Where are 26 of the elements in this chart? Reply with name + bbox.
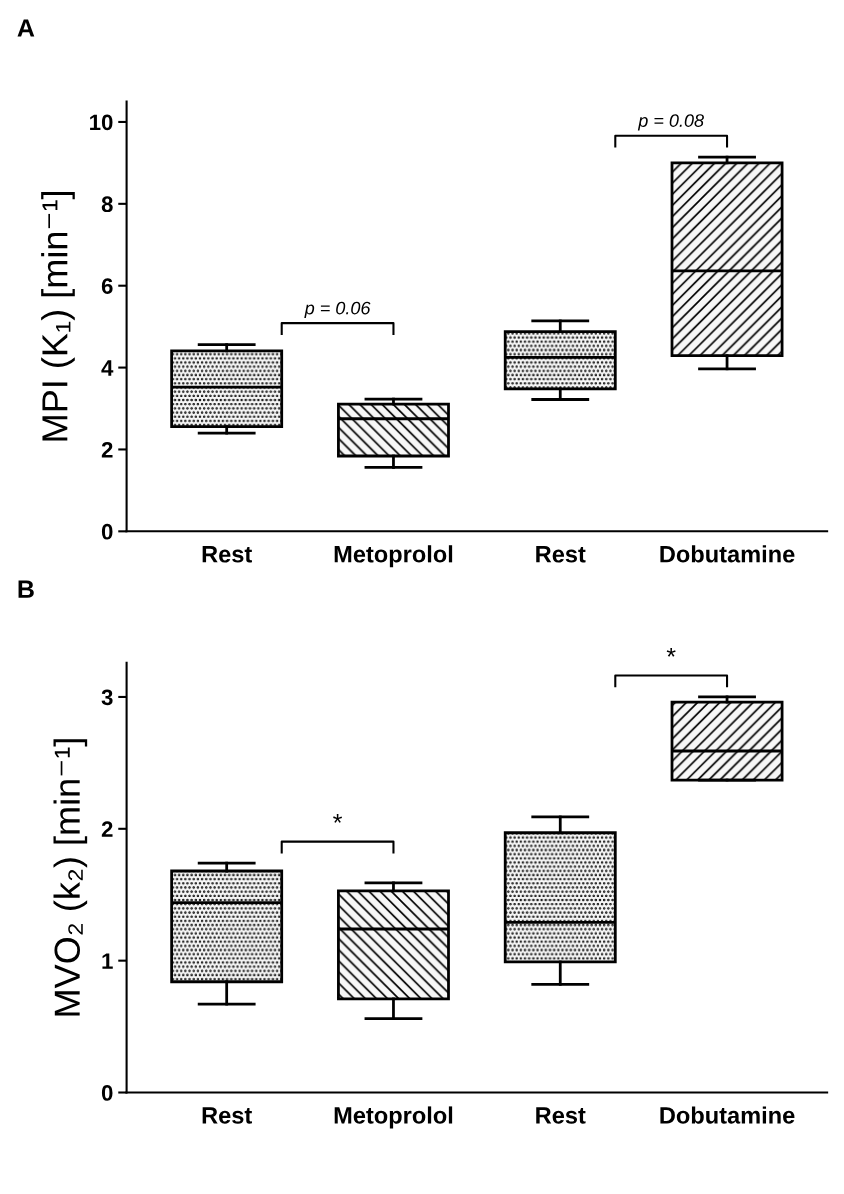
y-axis-title: MPI (K₁) [min⁻¹]: [41, 192, 75, 441]
x-tick-label: Dobutamine: [660, 1106, 795, 1124]
annotation: *: [333, 814, 343, 823]
x-tick-label: Metoprolol: [334, 545, 453, 568]
text: *: [666, 647, 676, 657]
x-tick-label: Dobutamine: [660, 545, 795, 563]
x-tick-label: Rest: [202, 546, 252, 563]
annotation: p = 0.06: [304, 301, 371, 319]
x-tick-label: Rest: [536, 546, 586, 563]
y-tick-label: 2: [101, 441, 113, 458]
x-tick-label: Metoprolol: [334, 1106, 453, 1129]
y-tick-label: 4: [101, 360, 114, 376]
chart-title: B: [18, 580, 34, 598]
annotation: p = 0.08: [637, 114, 704, 131]
y-tick-label: 6: [101, 278, 113, 294]
y-axis-title: MVO₂ (k₂) [min⁻¹]: [53, 739, 88, 1016]
y-tick-label: 0: [101, 523, 113, 540]
y-tick-label: 2: [101, 821, 113, 837]
x-tick-label: Rest: [536, 1107, 586, 1124]
chart-title: A: [17, 19, 35, 37]
y-tick-label: 0: [101, 1085, 113, 1101]
x-tick-label: Rest: [202, 1107, 252, 1124]
y-tick-label: 10: [90, 114, 113, 131]
y-tick-label: 8: [101, 196, 113, 213]
y-tick-label: 3: [101, 689, 113, 706]
y-tick-label: 1: [102, 953, 113, 969]
